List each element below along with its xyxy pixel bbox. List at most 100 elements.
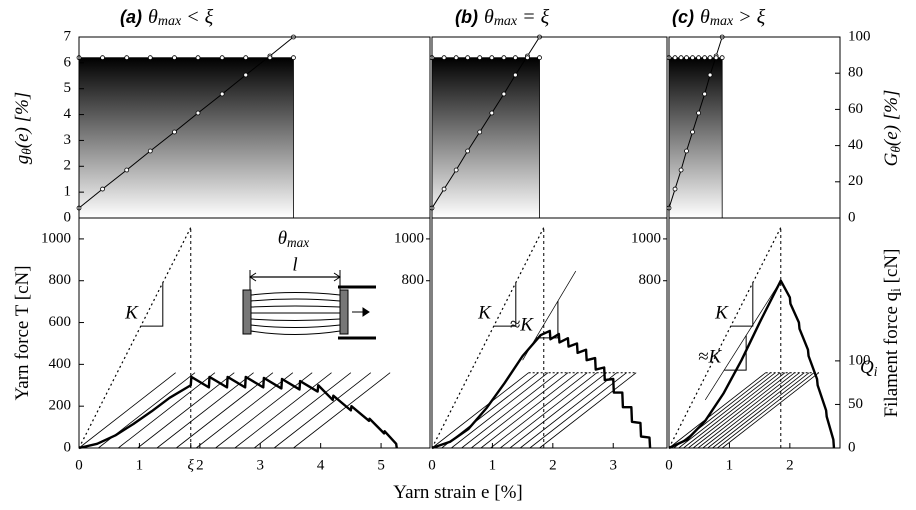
y2-tick-label: 100 bbox=[848, 352, 871, 368]
slope-triangle bbox=[535, 301, 559, 339]
g-point bbox=[525, 55, 530, 61]
y-tick-label: 2 bbox=[64, 158, 72, 174]
g-point bbox=[690, 55, 695, 61]
G-point bbox=[672, 186, 678, 192]
slope-label: K bbox=[477, 302, 492, 323]
G-point bbox=[477, 129, 483, 135]
slope-triangle bbox=[140, 282, 164, 327]
G-point bbox=[100, 186, 105, 192]
filament-line bbox=[688, 372, 786, 449]
y2-axis-label: Gθ(e) [%] bbox=[881, 90, 903, 167]
g-point bbox=[512, 55, 518, 61]
y-tick-label: 3 bbox=[64, 132, 72, 148]
bottom-frame bbox=[78, 217, 431, 449]
panel-title: (a) θmax < ξ bbox=[120, 6, 214, 30]
panel-tag: (a) bbox=[120, 7, 142, 27]
text-part: Q bbox=[860, 357, 874, 378]
text-part: G bbox=[881, 152, 902, 166]
inset-label: l bbox=[292, 254, 297, 275]
G-point bbox=[702, 91, 708, 97]
x-tick-label: 3 bbox=[256, 457, 264, 473]
g-point bbox=[267, 55, 273, 61]
g-point bbox=[465, 55, 471, 61]
text-part: Yarn force T [cN] bbox=[12, 265, 33, 400]
g-point bbox=[243, 55, 249, 61]
yarn-force-curve bbox=[668, 279, 836, 450]
filament-line bbox=[431, 372, 529, 449]
text-part: (e) [%] bbox=[881, 90, 902, 146]
filament-line bbox=[234, 372, 332, 449]
slope-triangle bbox=[724, 335, 747, 371]
filament-line bbox=[273, 372, 372, 449]
y-tick-label: 800 bbox=[49, 272, 72, 288]
G-point bbox=[124, 167, 130, 173]
inset-diagram bbox=[242, 270, 376, 340]
slope-label: ≈K bbox=[510, 314, 534, 335]
filaments bbox=[250, 292, 341, 335]
G-point bbox=[147, 148, 153, 154]
filament-line bbox=[702, 372, 800, 449]
y-tick-label: 1000 bbox=[41, 230, 71, 246]
g-point bbox=[100, 55, 105, 61]
inner-y-tick-label: 1000 bbox=[631, 230, 661, 246]
yarn-force-curve bbox=[78, 375, 398, 450]
filament-line bbox=[697, 372, 795, 449]
filament-line bbox=[451, 372, 549, 449]
y2-tick-label: 20 bbox=[848, 173, 863, 189]
filament-line bbox=[707, 372, 805, 449]
g-point bbox=[441, 55, 447, 61]
x-tick-label: 1 bbox=[489, 457, 497, 473]
filament-line bbox=[712, 372, 810, 449]
y2-tick-label: 80 bbox=[848, 65, 863, 81]
inner-y-tick-label: 800 bbox=[402, 272, 425, 288]
y-tick-label: 6 bbox=[64, 54, 72, 70]
filament-line bbox=[500, 372, 598, 449]
G-curve bbox=[78, 36, 294, 209]
bottom-frame bbox=[668, 217, 841, 449]
G-point bbox=[707, 72, 713, 78]
x-tick-label: 5 bbox=[377, 457, 385, 473]
G-curve bbox=[431, 36, 540, 209]
y-axis-label: gθ(e) [%] bbox=[12, 92, 34, 165]
g-point bbox=[501, 55, 507, 61]
x-tick-label: 0 bbox=[75, 457, 83, 473]
filament-line bbox=[461, 372, 559, 449]
filament-line bbox=[471, 372, 569, 449]
y-tick-label: 7 bbox=[64, 28, 72, 44]
g-point bbox=[678, 55, 684, 61]
x-tick-label: 3 bbox=[609, 457, 617, 473]
text-part: max bbox=[158, 14, 182, 29]
filament-line bbox=[721, 372, 820, 449]
g-point bbox=[172, 55, 177, 61]
y2-tick-label: 0 bbox=[848, 209, 856, 225]
text-part: max bbox=[710, 14, 734, 29]
G-curve bbox=[668, 36, 723, 209]
g-distribution bbox=[431, 57, 540, 219]
g-point bbox=[124, 55, 130, 61]
g-point bbox=[489, 55, 495, 61]
filament-line bbox=[137, 372, 235, 449]
y2-axis-label: Filament force qi [cN] bbox=[881, 249, 903, 418]
approx-stiffness-line bbox=[704, 280, 782, 401]
pull-head bbox=[362, 307, 370, 317]
filament-line bbox=[529, 372, 627, 449]
x-tick-label: 1 bbox=[136, 457, 144, 473]
G-point bbox=[441, 186, 447, 192]
y2-tick-label: 100 bbox=[848, 28, 871, 44]
G-point bbox=[243, 72, 249, 78]
y-tick-label: 400 bbox=[49, 356, 72, 372]
y2-tick-label: 50 bbox=[848, 396, 863, 412]
filament-line bbox=[692, 372, 791, 449]
G-point bbox=[172, 129, 177, 135]
filament-line bbox=[215, 372, 313, 449]
inner-y-tick-label: 1000 bbox=[394, 230, 424, 246]
text-part: [cN] bbox=[881, 249, 902, 289]
yarn-force-curve bbox=[431, 329, 652, 450]
g-point bbox=[719, 55, 725, 61]
y2-tick-label: 40 bbox=[848, 137, 863, 153]
text-part: θ bbox=[484, 6, 494, 28]
g-point bbox=[537, 55, 542, 61]
text-part: i bbox=[874, 364, 878, 379]
y-tick-label: 4 bbox=[64, 106, 72, 122]
